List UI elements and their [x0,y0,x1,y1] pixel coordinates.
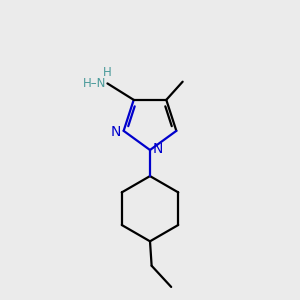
Text: H: H [103,65,112,79]
Text: H–N: H–N [82,77,106,90]
Text: N: N [110,125,121,140]
Text: N: N [153,142,163,156]
